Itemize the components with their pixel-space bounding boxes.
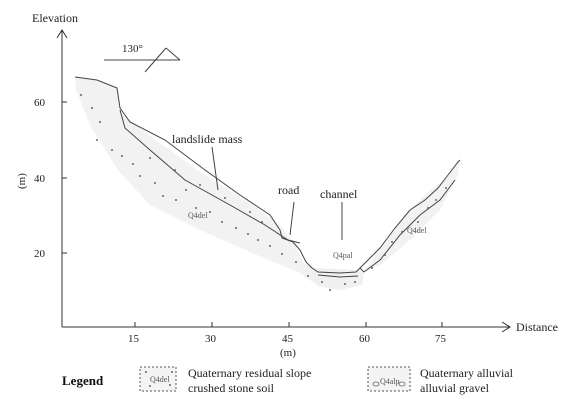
landslide-leader — [211, 146, 219, 191]
road-leader — [289, 201, 295, 236]
legend-item1-line2: crushed stone soil — [188, 381, 275, 395]
legend-item2-line1: Quaternary alluvial — [420, 366, 514, 380]
y-axis-label: Elevation — [32, 11, 78, 25]
channel-label: channel — [320, 187, 358, 201]
x-tick-label-45: 45 — [282, 333, 294, 345]
legend-code-alluvial: Q4alp — [380, 377, 400, 386]
stone-pattern — [80, 94, 447, 291]
deposit-code-right: Q4del — [407, 226, 427, 235]
channel-line — [311, 267, 365, 274]
x-tick-label-60: 60 — [359, 333, 371, 345]
legend-title: Legend — [62, 373, 104, 388]
right-slope-inner-line — [363, 179, 456, 273]
y-tick-label-40: 40 — [34, 173, 46, 185]
deposit-code-left: Q4del — [188, 211, 208, 220]
road-label: road — [278, 183, 299, 197]
landslide-mass-label: landslide mass — [172, 132, 243, 146]
y-axis-unit: (m) — [16, 173, 28, 189]
residual-deposit-right — [364, 160, 460, 272]
y-tick-label-60: 60 — [34, 97, 46, 109]
x-tick-label-30: 30 — [205, 333, 217, 345]
y-axis-arrow — [56, 29, 68, 39]
axes — [56, 29, 511, 333]
y-tick-label-20: 20 — [34, 248, 46, 260]
ground-surface-line — [74, 76, 281, 231]
x-tick-label-15: 15 — [128, 333, 140, 345]
orientation-symbol — [104, 47, 181, 73]
lower-slope-line — [292, 241, 313, 269]
legend-code-residual: Q4del — [150, 375, 170, 384]
deposit-code-bottom: Q4pal — [333, 251, 353, 260]
road-line — [279, 229, 294, 243]
x-axis-arrow — [501, 321, 511, 333]
ground-profile — [74, 76, 461, 278]
alluvial-deposit-bottom — [305, 265, 364, 290]
x-axis-label: Distance — [516, 320, 558, 334]
residual-deposit-left — [75, 77, 318, 286]
legend: Legend Q4del Quaternary residual slope c… — [62, 366, 514, 395]
landslide-boundary-line — [119, 109, 301, 244]
legend-item2-line2: alluvial gravel — [420, 381, 490, 395]
x-axis-unit: (m) — [280, 347, 296, 359]
channel-bed-line — [317, 274, 359, 278]
orientation-label: 130° — [122, 43, 143, 55]
x-tick-label-75: 75 — [435, 333, 447, 345]
right-slope-line — [359, 159, 461, 269]
legend-item1-line1: Quaternary residual slope — [188, 366, 311, 380]
legend-swatch-alluvial — [367, 366, 411, 392]
